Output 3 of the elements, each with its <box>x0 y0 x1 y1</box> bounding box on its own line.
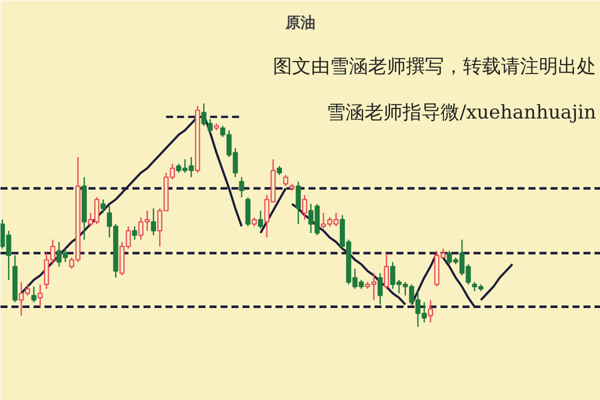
annotation: 雪涵老师指导微/xuehanhuajin <box>326 101 596 124</box>
text: 图文由雪涵老师撰写，转载请注明出处 <box>273 56 596 78</box>
chart-title: 原油 <box>284 14 316 32</box>
